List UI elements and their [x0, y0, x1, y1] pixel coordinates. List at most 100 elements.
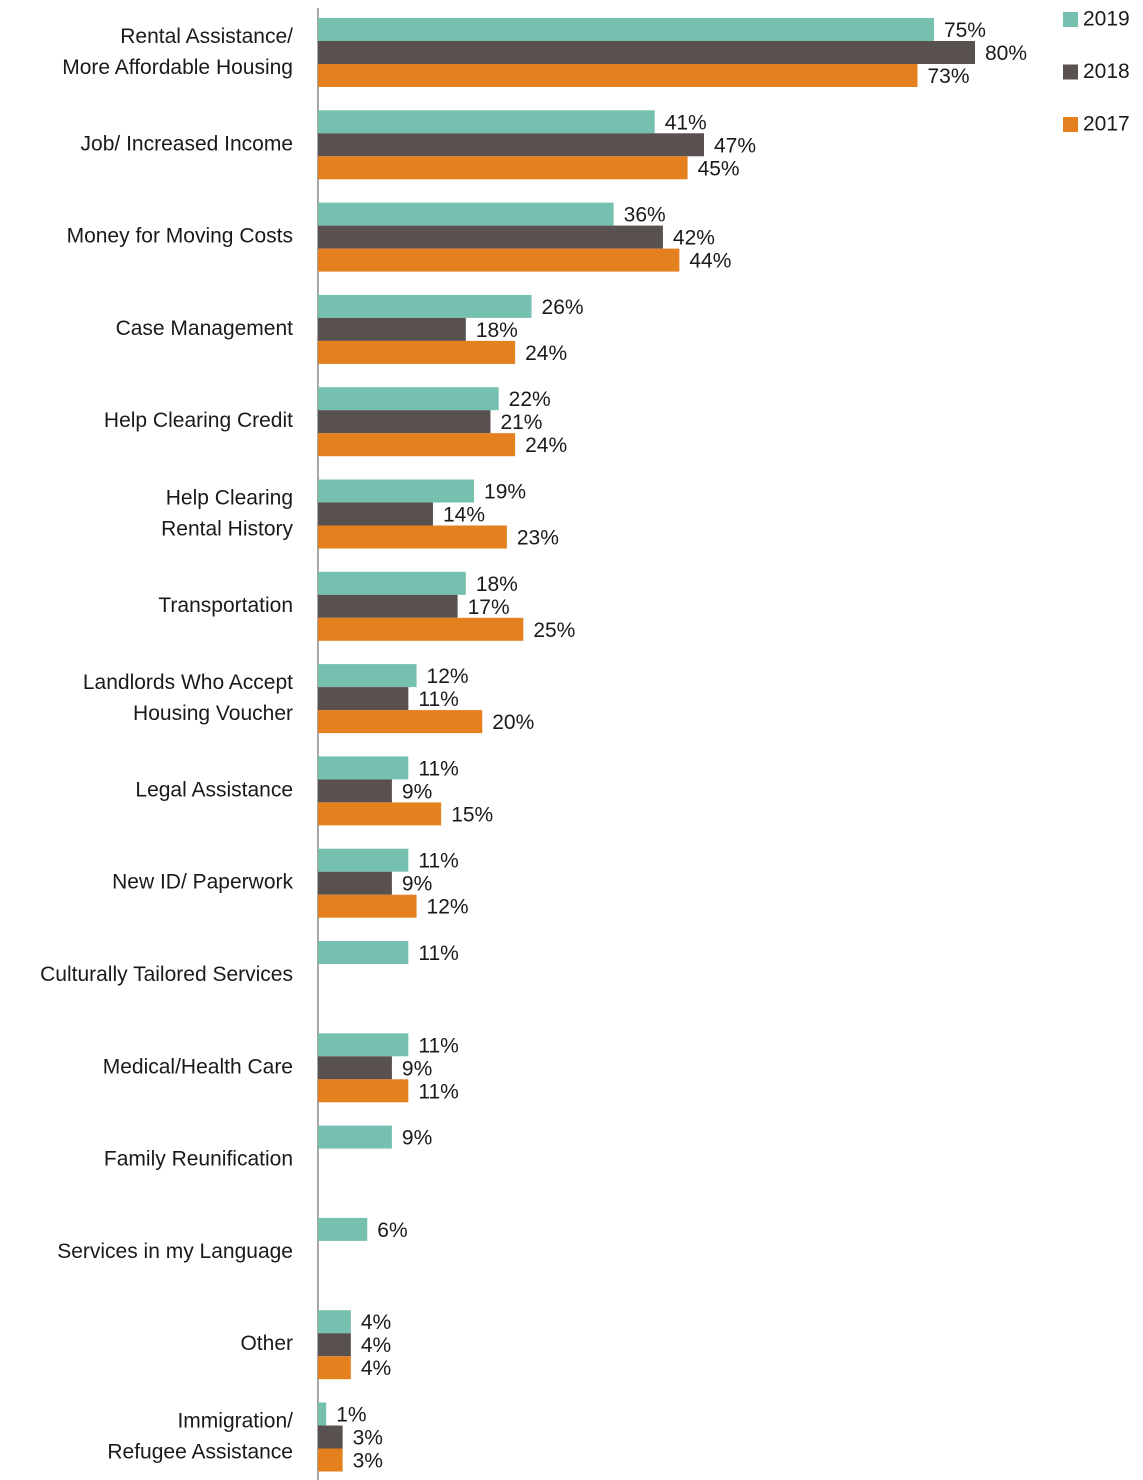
- legend-swatch: [1063, 64, 1078, 80]
- bar: [318, 502, 433, 526]
- value-label: 4%: [361, 1357, 391, 1380]
- category-label: Family Reunification: [104, 1148, 293, 1171]
- bar: [318, 571, 466, 595]
- value-label: 47%: [714, 134, 756, 157]
- value-label: 14%: [443, 504, 485, 527]
- bar: [318, 225, 663, 249]
- bar: [318, 756, 409, 780]
- bar: [318, 894, 417, 918]
- legend-label: 2019: [1083, 8, 1130, 31]
- bar: [318, 664, 417, 688]
- bar: [318, 156, 688, 180]
- category-label: Medical/Health Care: [103, 1055, 293, 1078]
- category-label: Landlords Who Accept Housing Voucher: [83, 671, 293, 725]
- bar: [318, 340, 516, 364]
- value-label: 44%: [689, 250, 731, 273]
- value-label: 24%: [525, 342, 567, 365]
- bar: [318, 848, 409, 872]
- bar: [318, 110, 655, 134]
- value-label: 21%: [500, 411, 542, 434]
- value-label: 12%: [427, 665, 469, 688]
- category-label: Case Management: [116, 317, 294, 340]
- bar: [318, 1425, 343, 1449]
- bar: [318, 1448, 343, 1472]
- value-label: 11%: [418, 850, 458, 873]
- value-label: 11%: [418, 942, 458, 965]
- bar: [318, 1217, 368, 1241]
- bar: [318, 802, 442, 826]
- value-label: 1%: [336, 1404, 366, 1427]
- value-label: 11%: [418, 1080, 458, 1103]
- bar: [318, 1333, 351, 1357]
- value-label: 9%: [402, 1127, 432, 1150]
- bar: [318, 41, 975, 64]
- value-label: 73%: [928, 65, 970, 88]
- value-label: 26%: [542, 296, 584, 319]
- bar: [318, 133, 704, 157]
- bar: [318, 941, 409, 964]
- bar: [318, 387, 499, 411]
- value-label: 11%: [418, 757, 458, 780]
- category-label: Help Clearing Credit: [104, 409, 293, 432]
- value-label: 18%: [476, 319, 518, 342]
- category-label: Money for Moving Costs: [67, 225, 293, 248]
- category-label: New ID/ Paperwork: [112, 871, 293, 894]
- value-label: 9%: [402, 780, 432, 803]
- value-label: 42%: [673, 227, 715, 250]
- bar: [318, 1079, 409, 1103]
- bar: [318, 871, 392, 895]
- category-label: Transportation: [158, 594, 293, 617]
- value-label: 17%: [468, 596, 510, 619]
- bar: [318, 1056, 392, 1080]
- category-label: Job/ Increased Income: [81, 132, 293, 155]
- bar: [318, 1033, 409, 1057]
- bar: [318, 1125, 392, 1149]
- value-label: 9%: [402, 1057, 432, 1080]
- value-label: 20%: [492, 711, 534, 734]
- bar: [318, 317, 466, 341]
- value-label: 18%: [476, 573, 518, 596]
- bar: [318, 18, 934, 41]
- category-label: Other: [240, 1332, 293, 1355]
- bar: [318, 710, 483, 734]
- category-label: Services in my Language: [57, 1240, 293, 1263]
- value-label: 24%: [525, 434, 567, 457]
- value-label: 4%: [361, 1334, 391, 1357]
- value-label: 6%: [377, 1219, 407, 1242]
- value-label: 23%: [517, 527, 559, 550]
- bar: [318, 525, 507, 549]
- value-label: 45%: [698, 157, 740, 180]
- category-label: Culturally Tailored Services: [40, 963, 293, 986]
- bar: [318, 433, 516, 457]
- category-label: Rental Assistance/More Affordable Housin…: [62, 25, 293, 79]
- value-label: 9%: [402, 873, 432, 896]
- value-label: 25%: [533, 619, 575, 642]
- value-label: 41%: [665, 111, 707, 134]
- category-label: Help Clearing Rental History: [161, 486, 293, 540]
- legend-label: 2018: [1083, 60, 1130, 83]
- value-label: 22%: [509, 388, 551, 411]
- bar: [318, 617, 524, 641]
- bar: [318, 779, 392, 803]
- bar: [318, 248, 680, 272]
- value-label: 3%: [353, 1450, 383, 1473]
- legend-swatch: [1063, 117, 1078, 132]
- bar: [318, 202, 614, 226]
- value-label: 15%: [451, 803, 493, 826]
- bar: [318, 410, 491, 434]
- value-label: 75%: [944, 19, 986, 42]
- bar: [318, 594, 458, 618]
- bar: [318, 294, 532, 318]
- category-label: Legal Assistance: [135, 778, 293, 801]
- bar: [318, 64, 918, 87]
- bar: [318, 479, 475, 503]
- bar: [318, 687, 409, 711]
- value-label: 36%: [624, 204, 666, 227]
- bar: [318, 1356, 351, 1380]
- legend-label: 2017: [1083, 113, 1130, 136]
- bar: [318, 1402, 327, 1426]
- value-label: 19%: [484, 481, 526, 504]
- value-label: 11%: [418, 1034, 458, 1057]
- value-label: 11%: [418, 688, 458, 711]
